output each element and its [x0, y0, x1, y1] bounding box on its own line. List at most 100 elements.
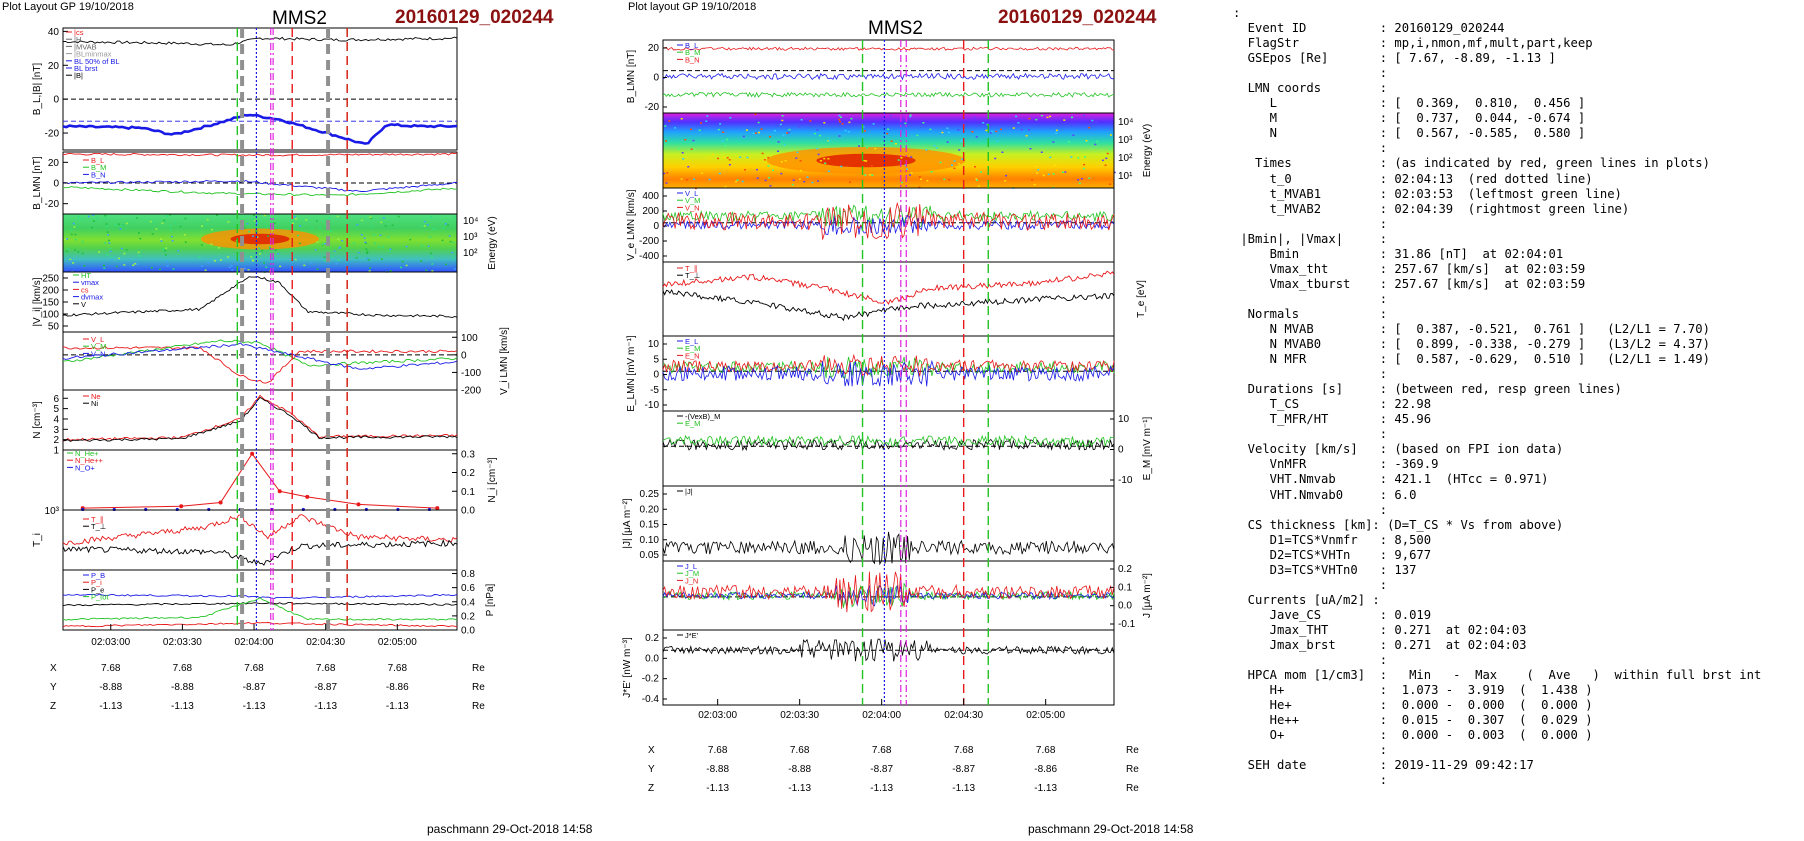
y-tick-label: 0.2 — [645, 633, 659, 644]
spectrogram-pixel — [384, 225, 387, 227]
spectrogram-pixel — [251, 235, 254, 237]
y-tick-label: -0.1 — [1118, 619, 1136, 630]
spectrogram-pixel — [772, 169, 774, 171]
spectrogram-pixel — [823, 122, 826, 124]
legend-entry: V — [81, 300, 86, 309]
spectrogram-pixel — [717, 128, 720, 131]
legend-entry: |BLminmax — [74, 50, 112, 59]
spectrogram-pixel — [81, 240, 84, 243]
spectrogram-pixel — [753, 119, 756, 121]
spectrogram-pixel — [909, 174, 911, 176]
spectrogram-pixel — [948, 131, 950, 134]
spectrogram-pixel — [1106, 152, 1109, 155]
spectrogram-pixel — [324, 243, 327, 245]
spectrogram-pixel — [67, 247, 70, 250]
data-point-O+ — [207, 507, 211, 512]
spectrogram-pixel — [1080, 178, 1083, 180]
spectrogram-pixel — [265, 266, 268, 268]
spectrogram-pixel — [183, 234, 186, 236]
position-value: -1.13 — [870, 783, 893, 794]
spectrogram-pixel — [252, 255, 255, 258]
spectrogram-pixel — [827, 158, 830, 160]
spectrogram-pixel — [798, 125, 800, 128]
spectrogram-pixel — [311, 227, 314, 230]
spectrogram-pixel — [1068, 140, 1070, 143]
spectrogram-pixel — [117, 223, 120, 225]
legend-entry: P_i — [91, 578, 102, 587]
spectrogram-pixel — [277, 253, 280, 255]
spectrogram-pixel — [729, 117, 732, 119]
spectrogram-pixel — [214, 260, 216, 262]
spectrogram-pixel — [330, 229, 333, 232]
spectrogram-pixel — [391, 224, 394, 226]
spectrogram-pixel — [371, 225, 374, 228]
position-unit: Re — [472, 663, 485, 674]
position-value: -8.88 — [171, 682, 194, 693]
spectrogram-pixel — [150, 266, 153, 269]
spectrogram-pixel — [722, 131, 725, 133]
spectrogram-pixel — [918, 186, 921, 188]
event-marker-lines — [236, 28, 348, 630]
spectrogram-pixel — [425, 269, 428, 271]
spectrogram-pixel — [692, 139, 695, 142]
series-line — [662, 91, 1115, 98]
position-value: 7.68 — [954, 745, 974, 756]
series-line — [662, 434, 1114, 448]
spectrogram-pixel — [246, 223, 249, 225]
spectrogram-pixel — [72, 222, 75, 225]
y-tick-label: 0 — [653, 73, 659, 84]
position-value: -1.13 — [314, 701, 337, 712]
right-spec — [663, 113, 1116, 190]
spectrogram-pixel — [1109, 134, 1112, 136]
y-tick-label: -20 — [45, 129, 60, 140]
spectrogram-pixel — [104, 217, 107, 220]
spectrogram-pixel — [705, 120, 708, 122]
spectrogram-pixel — [163, 219, 166, 222]
spectrogram-pixel — [929, 128, 932, 131]
spectrogram-pixel — [752, 132, 755, 134]
spectrogram-pixel — [258, 247, 261, 249]
spectrogram-pixel — [74, 239, 77, 241]
spectrogram-pixel — [668, 120, 671, 122]
spectrogram-pixel — [754, 132, 757, 134]
right-footer-credit: paschmann 29-Oct-2018 14:58 — [1028, 822, 1194, 836]
series-line — [662, 46, 1115, 51]
spectrogram-pixel — [985, 129, 988, 132]
spectrogram-pixel — [1031, 179, 1034, 181]
spectrogram-pixel — [991, 130, 994, 133]
spectrogram-pixel — [916, 134, 919, 137]
spectrogram-pixel — [164, 249, 167, 252]
y-tick-label: 6 — [53, 394, 59, 405]
spectrogram-pixel — [69, 260, 72, 262]
spectrogram-pixel — [864, 174, 867, 176]
y-tick-label: 0.0 — [461, 626, 475, 637]
spectrogram-pixel — [430, 256, 433, 259]
position-value: 7.68 — [244, 663, 264, 674]
spectrogram-pixel — [247, 269, 250, 271]
position-value: 7.68 — [316, 663, 336, 674]
y-tick-label: 10 — [648, 339, 660, 350]
position-value: -1.13 — [386, 701, 409, 712]
spectrogram-pixel — [1070, 156, 1073, 158]
legend-entry: V_M — [685, 196, 700, 205]
spectrogram-pixel — [674, 127, 677, 129]
spectrogram-pixel — [356, 224, 359, 226]
spectrogram-pixel — [736, 179, 739, 181]
series-line — [662, 582, 1115, 608]
spectrogram-pixel — [226, 256, 229, 258]
y-axis-label: J*E' [nW m⁻³] — [622, 637, 633, 698]
spectrogram-pixel — [374, 242, 377, 244]
spectrogram-pixel — [125, 249, 128, 251]
spectrogram-pixel — [957, 129, 960, 131]
spectrogram-pixel — [166, 215, 169, 217]
spectrogram-pixel — [728, 159, 731, 161]
spectrogram-pixel — [337, 259, 340, 261]
spectrogram-pixel — [91, 226, 93, 229]
spectrogram-pixel — [742, 135, 745, 138]
legend-entry: vmax — [81, 278, 99, 287]
legend-entry: N_O+ — [75, 463, 95, 472]
left-footer-credit: paschmann 29-Oct-2018 14:58 — [427, 822, 593, 836]
spectrogram-pixel — [1085, 140, 1088, 142]
series-line-Te-par — [662, 270, 1115, 305]
